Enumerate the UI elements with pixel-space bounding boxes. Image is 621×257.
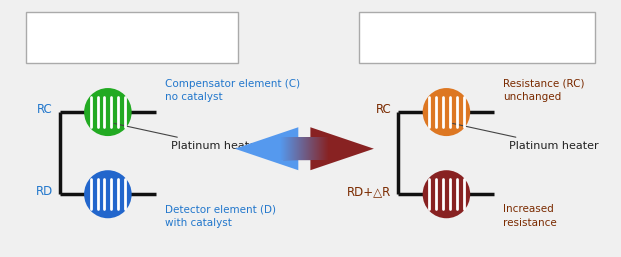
Text: Increased
resistance: Increased resistance	[504, 204, 557, 227]
Text: RC: RC	[376, 103, 391, 116]
Text: Compensator element (C)
no catalyst: Compensator element (C) no catalyst	[165, 79, 300, 102]
Text: RD+△R: RD+△R	[347, 185, 391, 198]
Ellipse shape	[84, 88, 132, 136]
Text: Detector element (D)
with catalyst: Detector element (D) with catalyst	[165, 204, 276, 227]
Text: Resistance (RC)
unchanged: Resistance (RC) unchanged	[504, 79, 585, 102]
Polygon shape	[283, 127, 374, 170]
Polygon shape	[235, 127, 325, 170]
Text: RD: RD	[35, 185, 53, 198]
Ellipse shape	[423, 88, 470, 136]
Text: Platinum heater: Platinum heater	[453, 123, 599, 151]
Text: Platinum heater: Platinum heater	[114, 123, 261, 151]
Ellipse shape	[423, 170, 470, 218]
Ellipse shape	[84, 170, 132, 218]
FancyBboxPatch shape	[359, 12, 594, 63]
Text: In combustible gases: In combustible gases	[389, 30, 564, 45]
FancyBboxPatch shape	[26, 12, 238, 63]
Text: In clean air: In clean air	[86, 30, 178, 45]
Text: RC: RC	[37, 103, 53, 116]
